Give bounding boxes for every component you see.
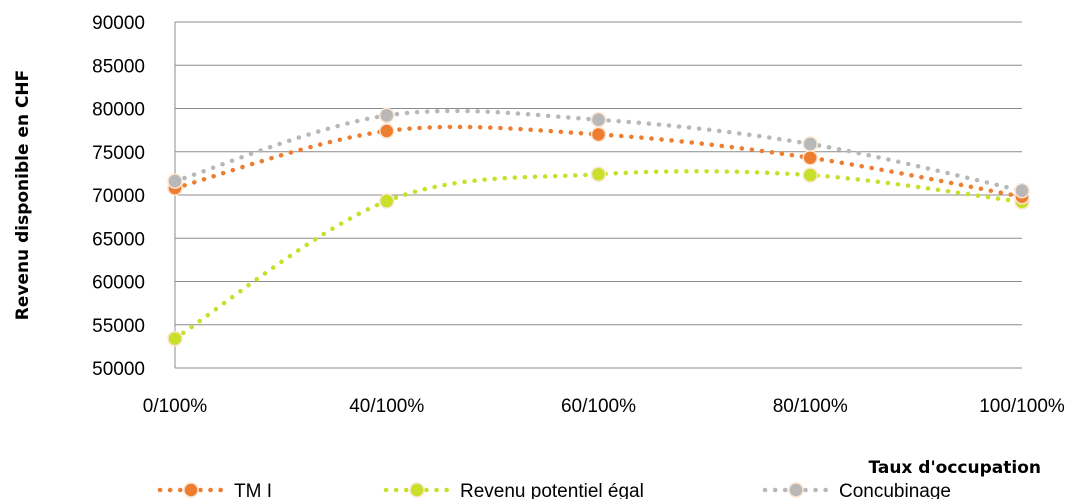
series-layer [167,107,1030,347]
data-point [802,136,818,152]
x-tick-label: 40/100% [349,396,424,417]
data-point [802,167,818,183]
data-point [379,123,395,139]
x-tick-label: 100/100% [979,396,1065,417]
legend-label: TM I [234,481,272,499]
data-point [379,193,395,209]
legend-label: Concubinage [839,481,951,499]
x-axis-title: Taux d'occupation [868,458,1041,478]
y-tick-label: 70000 [92,186,145,207]
y-tick-label: 85000 [92,56,145,77]
series-line [172,124,1025,199]
y-tick-label: 75000 [92,143,145,164]
data-point [379,107,395,124]
x-tick-label: 0/100% [143,396,208,417]
data-point [590,126,607,143]
x-tick-label: 80/100% [773,396,848,417]
y-tick-label: 50000 [92,359,145,380]
series-1 [167,166,1030,347]
data-point [802,150,818,166]
legend-item: Revenu potentiel égal [383,481,644,499]
data-point [167,330,183,347]
x-axis-ticks: 0/100% 40/100% 60/100% 80/100% 100/100% [143,396,1065,417]
data-point [590,166,607,182]
legend-marker [788,482,804,498]
gridlines [174,21,1022,369]
legend-item: TM I [157,481,272,499]
legend-marker [183,482,199,498]
series-2 [167,107,1030,199]
series-line [172,169,1025,341]
y-tick-label: 80000 [92,100,145,121]
y-tick-label: 90000 [92,13,145,34]
series-0 [167,123,1030,205]
data-point [590,111,607,128]
y-axis-ticks: 50000 55000 60000 65000 70000 75000 80000 85000… [92,13,145,380]
x-tick-label: 60/100% [561,396,636,417]
legend-item: Concubinage [762,481,951,499]
y-tick-label: 55000 [92,316,145,337]
legend: TM I Revenu potentiel égal Concubinage [157,481,951,499]
legend-marker [409,482,425,498]
legend-label: Revenu potentiel égal [460,481,644,499]
y-tick-label: 65000 [92,229,145,250]
data-point [1014,182,1030,199]
y-axis-title: Revenu disponible en CHF [13,70,33,321]
data-point [167,173,183,189]
y-tick-label: 60000 [92,273,145,294]
